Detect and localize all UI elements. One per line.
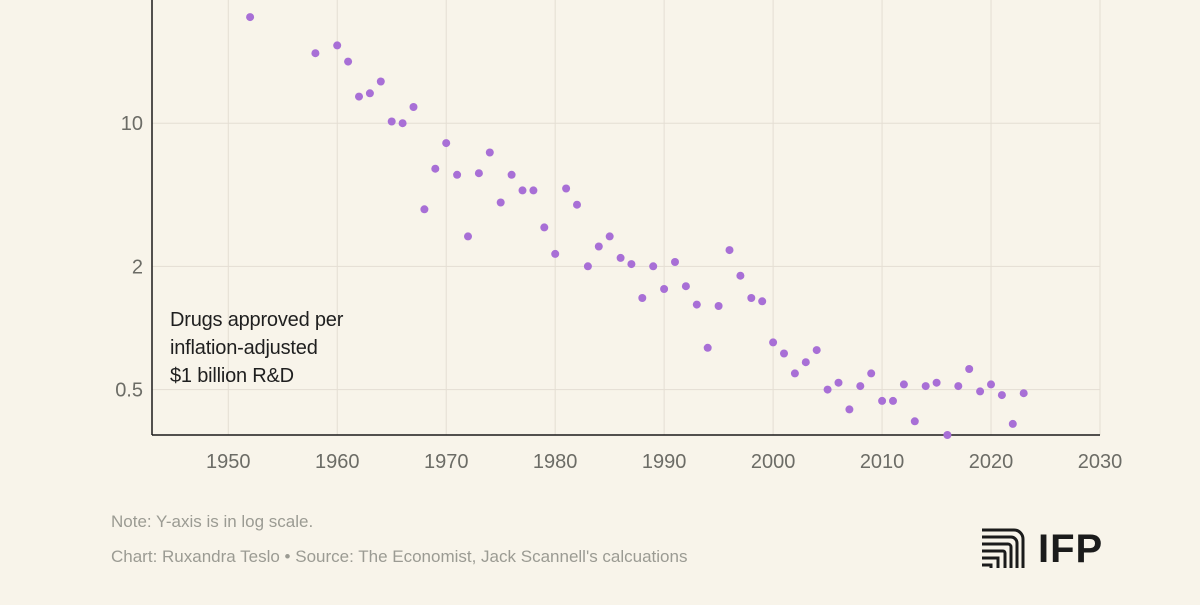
data-point (529, 186, 538, 195)
data-point (801, 358, 810, 367)
data-point (573, 200, 581, 209)
data-point (333, 41, 342, 50)
data-point (420, 205, 429, 214)
y-tick-label: 2 (132, 256, 143, 278)
annotation-line-2: inflation-adjusted (170, 337, 318, 359)
ifp-stripes-icon (982, 528, 1025, 568)
data-point (344, 57, 353, 66)
x-tick-label: 1980 (533, 451, 578, 473)
grid-layer (152, 0, 1101, 435)
data-point (997, 391, 1006, 400)
data-point (889, 396, 897, 405)
data-point (747, 294, 756, 302)
footer-credit: Chart: Ruxandra Teslo • Source: The Econ… (111, 547, 688, 566)
data-point (311, 49, 320, 58)
data-point (845, 405, 854, 414)
data-point (442, 139, 451, 148)
footer-note: Note: Y-axis is in log scale. (111, 512, 314, 531)
data-point (943, 431, 952, 439)
annotation-line-3: $1 billion R&D (170, 365, 294, 387)
data-point (376, 77, 385, 86)
data-point (703, 343, 712, 352)
data-point (464, 232, 472, 241)
data-point (409, 103, 418, 111)
data-point (867, 369, 876, 378)
logo-text: IFP (1038, 527, 1104, 571)
data-point (790, 369, 799, 378)
data-point (714, 302, 723, 310)
data-point (899, 380, 908, 389)
y-tick-label: 10 (121, 113, 143, 135)
x-tick-label: 2020 (969, 451, 1014, 473)
data-point (365, 89, 374, 98)
annotation-line-1: Drugs approved per (170, 309, 344, 331)
data-point (474, 169, 483, 178)
data-point (583, 262, 592, 271)
data-point (954, 382, 963, 391)
data-point (692, 300, 701, 309)
data-point (616, 253, 625, 262)
tick-labels: 1950 1960 1970 1980 1990 2000 2010 2020 2030 10 2 0… (115, 113, 1122, 473)
x-tick-label: 2030 (1078, 451, 1123, 473)
x-tick-label: 1990 (642, 451, 687, 473)
x-tick-label: 1970 (424, 451, 469, 473)
data-point (910, 417, 919, 426)
data-point (649, 262, 658, 271)
data-point (856, 382, 865, 391)
data-point (507, 170, 516, 179)
data-point (453, 170, 462, 179)
data-point (551, 249, 560, 258)
data-point (1008, 419, 1017, 428)
data-point (540, 223, 549, 232)
data-point (769, 338, 778, 347)
data-point (518, 186, 527, 195)
data-point (681, 282, 690, 291)
data-point (736, 271, 745, 280)
x-tick-label: 1950 (206, 451, 251, 473)
data-point (1019, 389, 1028, 398)
data-point (485, 148, 494, 157)
data-points (246, 13, 1028, 439)
data-point (594, 242, 603, 251)
data-point (932, 378, 941, 387)
y-tick-label: 0.5 (115, 380, 143, 402)
data-point (605, 232, 614, 241)
data-point (398, 119, 407, 128)
ifp-logo: IFP (980, 527, 1130, 571)
data-point (987, 380, 995, 389)
data-point (431, 164, 440, 173)
data-point (780, 349, 788, 358)
axis-layer (151, 0, 1100, 436)
data-point (834, 378, 843, 387)
data-point (496, 198, 505, 207)
data-point (878, 396, 887, 405)
x-tick-label: 2000 (751, 451, 796, 473)
data-point (921, 382, 930, 391)
data-point (387, 117, 396, 126)
data-point (823, 385, 832, 394)
data-point (725, 246, 734, 255)
data-point (671, 258, 679, 266)
data-point (758, 297, 767, 306)
data-point (638, 294, 647, 302)
data-point (355, 92, 363, 101)
data-point (660, 285, 669, 293)
data-point (812, 346, 821, 355)
data-point (246, 13, 255, 22)
data-point (562, 184, 571, 193)
chart-annotation: Drugs approved per inflation-adjusted $1… (170, 306, 343, 390)
data-point (965, 365, 974, 373)
x-tick-label: 1960 (315, 451, 360, 473)
x-tick-label: 2010 (860, 451, 905, 473)
data-point (976, 387, 985, 396)
data-point (627, 260, 636, 269)
